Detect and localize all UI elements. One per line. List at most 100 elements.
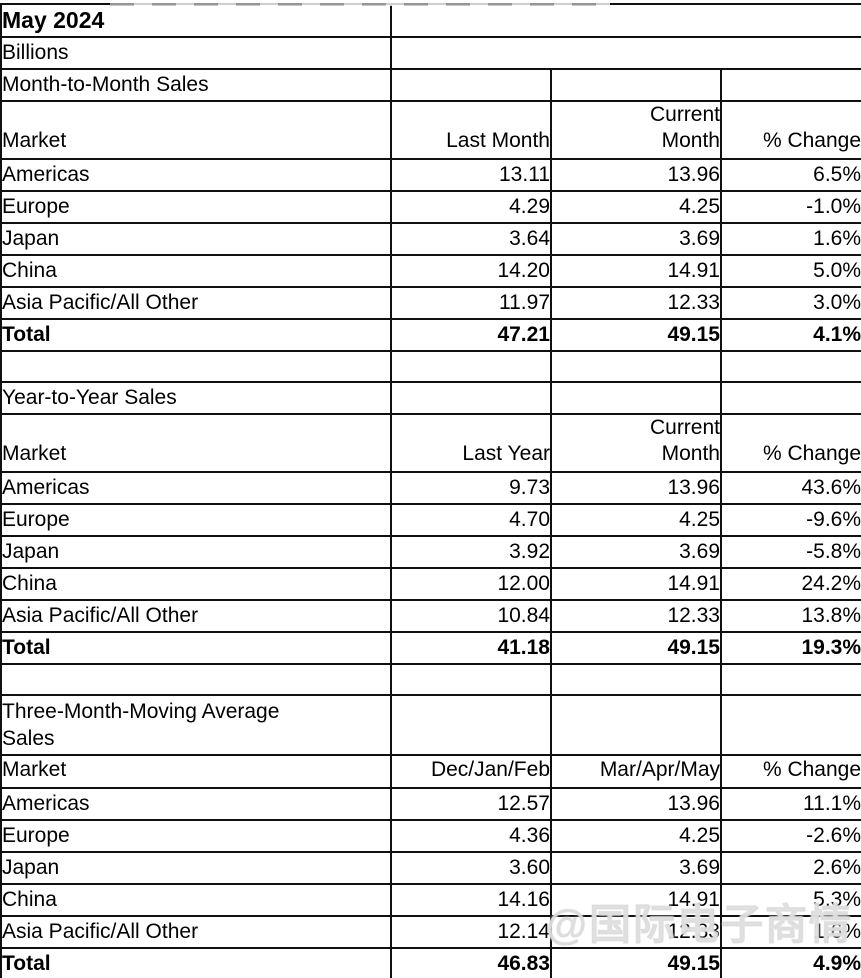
market-cell: Total <box>0 318 392 352</box>
change-cell: 19.3% <box>719 631 861 665</box>
value-cell: 49.15 <box>550 947 722 978</box>
change-cell: 2.6% <box>719 851 861 885</box>
change-cell: -2.6% <box>719 819 861 853</box>
empty-cell <box>550 663 722 696</box>
sales-report-page: May 2024 Billions Month-to-Month Sales Mark… <box>0 3 861 978</box>
value-cell: 4.29 <box>390 190 552 224</box>
change-cell: 11.1% <box>719 787 861 821</box>
market-cell: Asia Pacific/All Other <box>0 599 392 633</box>
value-cell: 12.33 <box>550 599 722 633</box>
units-label: Billions <box>0 36 392 70</box>
sales-table: May 2024 Billions Month-to-Month Sales Mark… <box>0 3 861 978</box>
change-cell: 4.9% <box>719 947 861 978</box>
market-cell: Europe <box>0 503 392 537</box>
market-cell: Asia Pacific/All Other <box>0 286 392 320</box>
column-header: Last Year <box>390 413 552 473</box>
change-cell: 43.6% <box>719 471 861 505</box>
value-cell: 47.21 <box>390 318 552 352</box>
value-cell: 12.00 <box>390 567 552 601</box>
value-cell: 4.25 <box>550 503 722 537</box>
market-cell: Americas <box>0 471 392 505</box>
empty-cell <box>550 68 722 102</box>
market-cell: Total <box>0 631 392 665</box>
column-header: % Change <box>719 754 861 789</box>
value-cell: 4.36 <box>390 819 552 853</box>
value-cell: 49.15 <box>550 631 722 665</box>
empty-cell <box>550 350 722 383</box>
value-cell: 14.91 <box>550 567 722 601</box>
value-cell: 12.57 <box>390 787 552 821</box>
empty-cell <box>550 694 722 756</box>
empty-cell <box>390 68 552 102</box>
section-title: Year-to-Year Sales <box>0 381 392 415</box>
value-cell: 4.25 <box>550 190 722 224</box>
market-cell: Europe <box>0 819 392 853</box>
value-cell: 41.18 <box>390 631 552 665</box>
value-cell: 10.84 <box>390 599 552 633</box>
value-cell: 4.25 <box>550 819 722 853</box>
value-cell: 12.14 <box>390 915 552 949</box>
change-cell: 5.3% <box>719 883 861 917</box>
value-cell: 49.15 <box>550 318 722 352</box>
value-cell: 3.69 <box>550 851 722 885</box>
market-cell: China <box>0 254 392 288</box>
column-header: Market <box>0 413 392 473</box>
empty-cell <box>390 350 552 383</box>
market-cell: Japan <box>0 851 392 885</box>
market-cell: China <box>0 883 392 917</box>
change-cell: 6.5% <box>719 158 861 192</box>
value-cell: 12.33 <box>550 286 722 320</box>
empty-cell <box>719 694 861 756</box>
change-cell: -5.8% <box>719 535 861 569</box>
empty-cell <box>390 694 552 756</box>
empty-cell <box>389 36 861 70</box>
column-header: Market <box>0 100 392 160</box>
value-cell: 3.60 <box>390 851 552 885</box>
market-cell: Japan <box>0 535 392 569</box>
change-cell: 13.8% <box>719 599 861 633</box>
empty-cell <box>0 350 392 383</box>
value-cell: 11.97 <box>390 286 552 320</box>
value-cell: 3.69 <box>550 535 722 569</box>
change-cell: 24.2% <box>719 567 861 601</box>
column-header: Market <box>0 754 392 789</box>
value-cell: 14.16 <box>390 883 552 917</box>
value-cell: 13.96 <box>550 158 722 192</box>
change-cell: 1.6% <box>719 915 861 949</box>
empty-cell <box>550 381 722 415</box>
value-cell: 3.69 <box>550 222 722 256</box>
column-header: Current Month <box>550 413 722 473</box>
empty-cell <box>719 381 861 415</box>
market-cell: Total <box>0 947 392 978</box>
column-header: % Change <box>719 413 861 473</box>
empty-cell <box>0 663 392 696</box>
section-title: Month-to-Month Sales <box>0 68 392 102</box>
value-cell: 46.83 <box>390 947 552 978</box>
section-title: Three-Month-Moving Average Sales <box>0 694 392 756</box>
value-cell: 13.96 <box>550 471 722 505</box>
market-cell: Asia Pacific/All Other <box>0 915 392 949</box>
column-header: Dec/Jan/Feb <box>390 754 552 789</box>
market-cell: China <box>0 567 392 601</box>
change-cell: 1.6% <box>719 222 861 256</box>
value-cell: 3.64 <box>390 222 552 256</box>
empty-cell <box>719 350 861 383</box>
value-cell: 3.92 <box>390 535 552 569</box>
report-month-title: May 2024 <box>0 3 392 38</box>
empty-cell <box>390 381 552 415</box>
market-cell: Japan <box>0 222 392 256</box>
column-header: Last Month <box>390 100 552 160</box>
market-cell: Europe <box>0 190 392 224</box>
value-cell: 4.70 <box>390 503 552 537</box>
value-cell: 13.96 <box>550 787 722 821</box>
value-cell: 14.91 <box>550 254 722 288</box>
change-cell: 3.0% <box>719 286 861 320</box>
change-cell: -9.6% <box>719 503 861 537</box>
column-header: Mar/Apr/May <box>550 754 722 789</box>
empty-cell <box>719 68 861 102</box>
change-cell: 4.1% <box>719 318 861 352</box>
column-header: % Change <box>719 100 861 160</box>
value-cell: 13.11 <box>390 158 552 192</box>
value-cell: 9.73 <box>390 471 552 505</box>
change-cell: 5.0% <box>719 254 861 288</box>
